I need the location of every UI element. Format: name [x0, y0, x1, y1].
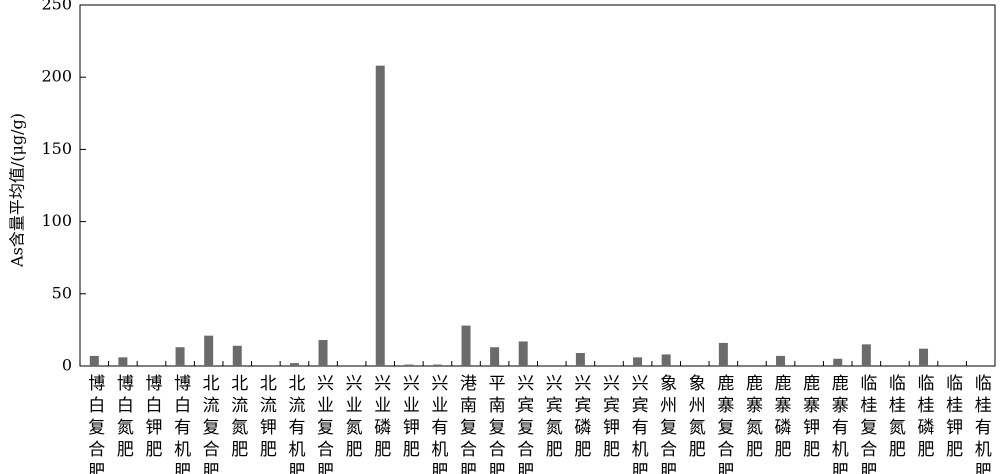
bar — [89, 355, 99, 366]
bar — [289, 363, 299, 366]
x-tick-label: 兴业氮肥 — [342, 374, 363, 462]
bar — [118, 357, 128, 366]
x-tick-label: 临桂有机肥 — [971, 374, 992, 474]
bar — [404, 364, 414, 366]
x-tick-label: 兴业钾肥 — [399, 374, 420, 462]
x-tick-label: 鹿寨磷肥 — [771, 374, 792, 462]
bar — [318, 340, 328, 366]
bar — [661, 354, 671, 366]
x-tick-label: 兴业磷肥 — [370, 374, 391, 462]
y-tick-label: 250 — [41, 0, 72, 14]
bar — [718, 342, 728, 366]
x-tick-label: 港南复合肥 — [456, 374, 477, 474]
x-tick-label: 北流复合肥 — [199, 374, 220, 474]
x-tick-label: 鹿寨有机肥 — [828, 374, 849, 474]
bar — [575, 353, 585, 366]
x-tick-label: 兴宾氮肥 — [542, 374, 563, 462]
y-tick-label: 50 — [52, 283, 72, 302]
bar — [861, 344, 871, 366]
bar — [833, 358, 843, 366]
x-tick-label: 兴宾有机肥 — [628, 374, 649, 474]
x-tick-label: 平南复合肥 — [485, 374, 506, 474]
y-tick-label: 0 — [62, 356, 72, 375]
bar — [461, 325, 471, 366]
x-tick-label: 象州复合肥 — [656, 374, 677, 474]
x-tick-label: 临桂钾肥 — [942, 374, 963, 462]
y-tick-label: 200 — [41, 67, 72, 86]
plot-frame — [79, 4, 996, 367]
x-tick-label: 博白复合肥 — [84, 374, 105, 474]
x-tick-label: 兴宾复合肥 — [513, 374, 534, 474]
x-tick-label: 兴宾磷肥 — [570, 374, 591, 462]
x-tick-label: 兴宾钾肥 — [599, 374, 620, 462]
bar — [633, 357, 643, 366]
x-tick-label: 博白氮肥 — [113, 374, 134, 462]
x-tick-label: 博白钾肥 — [141, 374, 162, 462]
x-tick-label: 北流有机肥 — [284, 374, 305, 474]
y-tick-label: 100 — [41, 211, 72, 230]
x-tick-label: 鹿寨氮肥 — [742, 374, 763, 462]
bar — [432, 364, 442, 366]
y-tick-label: 150 — [41, 139, 72, 158]
x-tick-label: 临桂磷肥 — [914, 374, 935, 462]
bar — [232, 345, 242, 366]
x-tick-label: 北流氮肥 — [227, 374, 248, 462]
y-axis-label: As含量平均值/(μg/g) — [8, 113, 27, 268]
x-tick-label: 兴业有机肥 — [427, 374, 448, 474]
bar — [776, 355, 786, 366]
bar — [490, 347, 500, 366]
x-tick-label: 临桂复合肥 — [856, 374, 877, 474]
bar — [204, 335, 214, 366]
x-tick-label: 鹿寨复合肥 — [713, 374, 734, 474]
x-tick-label: 博白有机肥 — [170, 374, 191, 474]
x-tick-label: 北流钾肥 — [256, 374, 277, 462]
x-tick-label: 兴业复合肥 — [313, 374, 334, 474]
x-tick-label: 象州氮肥 — [685, 374, 706, 462]
bar — [175, 347, 185, 366]
x-tick-label: 鹿寨钾肥 — [799, 374, 820, 462]
bar — [919, 348, 929, 366]
bar — [518, 341, 528, 366]
bar — [375, 65, 385, 366]
x-tick-label: 临桂氮肥 — [885, 374, 906, 462]
